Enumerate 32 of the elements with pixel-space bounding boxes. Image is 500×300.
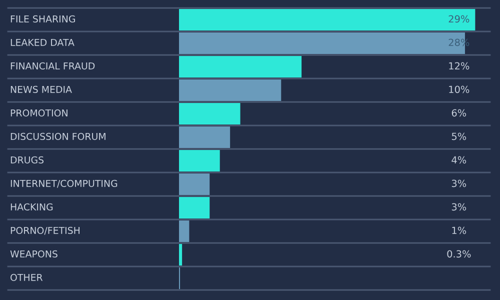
y-tick-label: DISCUSSION FORUM bbox=[10, 132, 106, 140]
bar bbox=[179, 56, 302, 78]
bar bbox=[179, 173, 210, 196]
y-tick-label: FINANCIAL FRAUD bbox=[10, 62, 95, 70]
y-tick-label: INTERNET/COMPUTING bbox=[10, 180, 118, 188]
data-label: 5% bbox=[452, 132, 466, 140]
data-label: 10% bbox=[449, 86, 470, 94]
y-tick-label: DRUGS bbox=[10, 156, 44, 164]
data-label: 3% bbox=[452, 203, 466, 211]
bar bbox=[179, 244, 182, 266]
bar bbox=[179, 220, 190, 242]
data-label: 1% bbox=[452, 226, 466, 234]
y-tick-label: LEAKED DATA bbox=[10, 38, 74, 46]
bar bbox=[179, 150, 220, 172]
data-label: 12% bbox=[449, 62, 470, 70]
data-label: 29% bbox=[448, 15, 470, 23]
bar bbox=[179, 79, 282, 102]
bar bbox=[179, 8, 476, 31]
y-tick-label: FILE SHARING bbox=[10, 15, 75, 22]
y-tick-label: OTHER bbox=[10, 274, 43, 281]
y-tick-label: HACKING bbox=[10, 203, 53, 210]
bar bbox=[179, 126, 230, 148]
data-label: 4% bbox=[452, 156, 466, 164]
data-label: 6% bbox=[452, 109, 466, 117]
y-tick-label: NEWS MEDIA bbox=[10, 86, 72, 93]
bar bbox=[179, 196, 210, 219]
data-label: 3% bbox=[452, 180, 466, 188]
y-tick-label: PORNO/FETISH bbox=[10, 226, 80, 235]
y-tick-label: WEAPONS bbox=[10, 250, 58, 258]
bar bbox=[179, 102, 240, 125]
y-tick-label: PROMOTION bbox=[10, 109, 68, 116]
data-label: 0.3% bbox=[447, 250, 471, 258]
